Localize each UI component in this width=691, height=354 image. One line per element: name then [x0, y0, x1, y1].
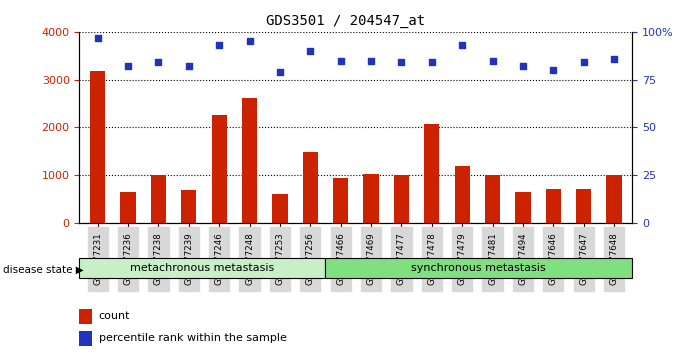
Text: metachronous metastasis: metachronous metastasis — [130, 263, 274, 273]
Bar — [363, 174, 379, 223]
Bar — [394, 175, 409, 223]
Bar — [546, 189, 561, 223]
Point — [548, 67, 559, 73]
Bar — [576, 189, 591, 223]
Point — [214, 42, 225, 48]
Bar — [485, 175, 500, 223]
Point — [153, 59, 164, 65]
Bar — [79, 258, 325, 278]
Bar — [120, 192, 135, 223]
Text: disease state ▶: disease state ▶ — [3, 265, 84, 275]
Bar — [424, 124, 439, 223]
Point — [122, 63, 133, 69]
Point — [457, 42, 468, 48]
Bar — [211, 115, 227, 223]
Text: synchronous metastasis: synchronous metastasis — [411, 263, 546, 273]
Text: GDS3501 / 204547_at: GDS3501 / 204547_at — [266, 14, 425, 28]
Point — [335, 58, 346, 63]
Bar — [455, 166, 470, 223]
Point — [487, 58, 498, 63]
Point — [274, 69, 285, 75]
Bar — [79, 309, 92, 324]
Point — [183, 63, 194, 69]
Bar — [90, 71, 105, 223]
Text: percentile rank within the sample: percentile rank within the sample — [99, 333, 287, 343]
Bar — [181, 190, 196, 223]
Bar — [607, 175, 622, 223]
Point — [578, 59, 589, 65]
Point — [518, 63, 529, 69]
Bar — [242, 98, 257, 223]
Point — [396, 59, 407, 65]
Bar — [79, 331, 92, 346]
Bar — [303, 152, 318, 223]
Bar — [272, 194, 287, 223]
Point — [305, 48, 316, 54]
Point — [609, 56, 620, 62]
Bar — [151, 175, 166, 223]
Point — [244, 39, 255, 44]
Text: count: count — [99, 312, 131, 321]
Point — [92, 35, 103, 40]
Point — [366, 58, 377, 63]
Bar — [333, 178, 348, 223]
Bar — [325, 258, 632, 278]
Bar — [515, 192, 531, 223]
Point — [426, 59, 437, 65]
